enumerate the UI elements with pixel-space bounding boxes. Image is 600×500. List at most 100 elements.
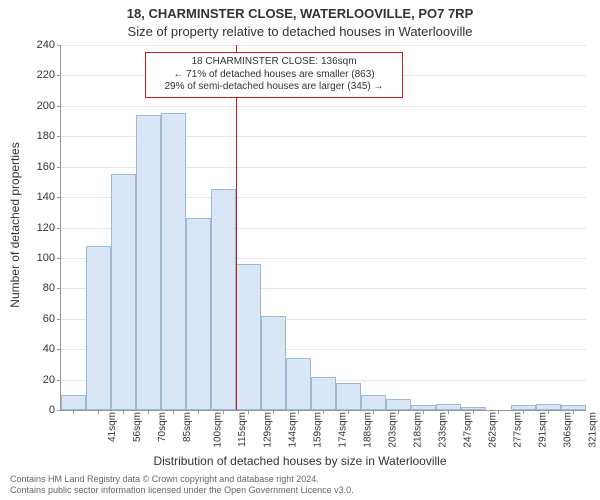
xtick-mark xyxy=(223,410,224,414)
histogram-bar xyxy=(211,189,236,410)
xtick-mark xyxy=(548,410,549,414)
histogram-bar xyxy=(61,395,86,410)
xtick-label: 188sqm xyxy=(362,412,373,448)
xtick-mark xyxy=(473,410,474,414)
histogram-bar xyxy=(86,246,111,410)
ytick-mark xyxy=(57,319,61,320)
histogram-bar xyxy=(436,404,461,410)
histogram-bar xyxy=(411,405,436,410)
annotation-line: ← 71% of detached houses are smaller (86… xyxy=(152,69,396,82)
xtick-label: 247sqm xyxy=(462,412,473,448)
xtick-label: 56sqm xyxy=(132,412,143,442)
chart-subtitle: Size of property relative to detached ho… xyxy=(0,24,600,39)
ytick-mark xyxy=(57,288,61,289)
xtick-mark xyxy=(273,410,274,414)
histogram-bar xyxy=(386,399,411,410)
xtick-mark xyxy=(148,410,149,414)
xtick-label: 129sqm xyxy=(262,412,273,448)
ytick-label: 140 xyxy=(5,191,55,203)
ytick-mark xyxy=(57,410,61,411)
xtick-label: 277sqm xyxy=(512,412,523,448)
gridline xyxy=(61,45,586,46)
xtick-label: 115sqm xyxy=(236,412,247,447)
histogram-bar xyxy=(161,113,186,410)
xtick-label: 174sqm xyxy=(337,412,348,448)
xtick-mark xyxy=(298,410,299,414)
ytick-mark xyxy=(57,197,61,198)
annotation-line: 29% of semi-detached houses are larger (… xyxy=(152,81,396,94)
property-marker-line xyxy=(236,45,237,410)
ytick-label: 240 xyxy=(5,39,55,51)
xtick-mark xyxy=(573,410,574,414)
ytick-label: 80 xyxy=(5,282,55,294)
xtick-label: 100sqm xyxy=(212,412,223,448)
histogram-bar xyxy=(361,395,386,410)
footer-line-1: Contains HM Land Registry data © Crown c… xyxy=(10,474,354,485)
xtick-label: 159sqm xyxy=(312,412,323,448)
xtick-mark xyxy=(423,410,424,414)
xtick-mark xyxy=(123,410,124,414)
ytick-mark xyxy=(57,228,61,229)
ytick-label: 220 xyxy=(5,69,55,81)
ytick-label: 160 xyxy=(5,161,55,173)
ytick-mark xyxy=(57,258,61,259)
histogram-container: 18, CHARMINSTER CLOSE, WATERLOOVILLE, PO… xyxy=(0,0,600,500)
xtick-label: 144sqm xyxy=(287,412,298,448)
property-annotation: 18 CHARMINSTER CLOSE: 136sqm← 71% of det… xyxy=(145,52,403,98)
histogram-bar xyxy=(336,383,361,410)
histogram-bar xyxy=(561,405,586,410)
gridline xyxy=(61,106,586,107)
ytick-mark xyxy=(57,380,61,381)
ytick-label: 0 xyxy=(5,404,55,416)
ytick-label: 100 xyxy=(5,252,55,264)
xtick-mark xyxy=(348,410,349,414)
ytick-mark xyxy=(57,136,61,137)
footer-attribution: Contains HM Land Registry data © Crown c… xyxy=(10,474,354,496)
plot-area: 18 CHARMINSTER CLOSE: 136sqm← 71% of det… xyxy=(60,45,586,411)
ytick-mark xyxy=(57,75,61,76)
histogram-bar xyxy=(111,174,136,410)
ytick-label: 20 xyxy=(5,374,55,386)
xtick-label: 85sqm xyxy=(182,412,193,442)
xtick-label: 41sqm xyxy=(107,412,118,442)
xtick-mark xyxy=(198,410,199,414)
histogram-bar xyxy=(536,404,561,410)
xtick-mark xyxy=(373,410,374,414)
ytick-mark xyxy=(57,45,61,46)
annotation-line: 18 CHARMINSTER CLOSE: 136sqm xyxy=(152,56,396,69)
histogram-bar xyxy=(261,316,286,410)
xtick-label: 262sqm xyxy=(487,412,498,448)
xtick-label: 203sqm xyxy=(387,412,398,448)
xtick-mark xyxy=(98,410,99,414)
xtick-mark xyxy=(523,410,524,414)
xtick-label: 306sqm xyxy=(562,412,573,448)
histogram-bar xyxy=(286,358,311,410)
ytick-mark xyxy=(57,349,61,350)
histogram-bar xyxy=(186,218,211,410)
xtick-mark xyxy=(498,410,499,414)
xtick-label: 321sqm xyxy=(587,412,598,448)
histogram-bar xyxy=(136,115,161,410)
ytick-label: 60 xyxy=(5,313,55,325)
ytick-mark xyxy=(57,167,61,168)
xtick-label: 70sqm xyxy=(157,412,168,442)
histogram-bar xyxy=(311,377,336,410)
xtick-mark xyxy=(248,410,249,414)
xtick-mark xyxy=(323,410,324,414)
histogram-bar xyxy=(236,264,261,410)
xtick-mark xyxy=(398,410,399,414)
xtick-label: 291sqm xyxy=(537,412,548,448)
ytick-label: 200 xyxy=(5,100,55,112)
xtick-label: 233sqm xyxy=(437,412,448,448)
footer-line-2: Contains public sector information licen… xyxy=(10,485,354,496)
xtick-mark xyxy=(448,410,449,414)
chart-title-address: 18, CHARMINSTER CLOSE, WATERLOOVILLE, PO… xyxy=(0,6,600,21)
x-axis-label: Distribution of detached houses by size … xyxy=(0,454,600,468)
ytick-label: 40 xyxy=(5,343,55,355)
histogram-bar xyxy=(511,405,536,410)
ytick-label: 180 xyxy=(5,130,55,142)
ytick-label: 120 xyxy=(5,222,55,234)
xtick-label: 218sqm xyxy=(412,412,423,448)
xtick-mark xyxy=(73,410,74,414)
xtick-mark xyxy=(173,410,174,414)
